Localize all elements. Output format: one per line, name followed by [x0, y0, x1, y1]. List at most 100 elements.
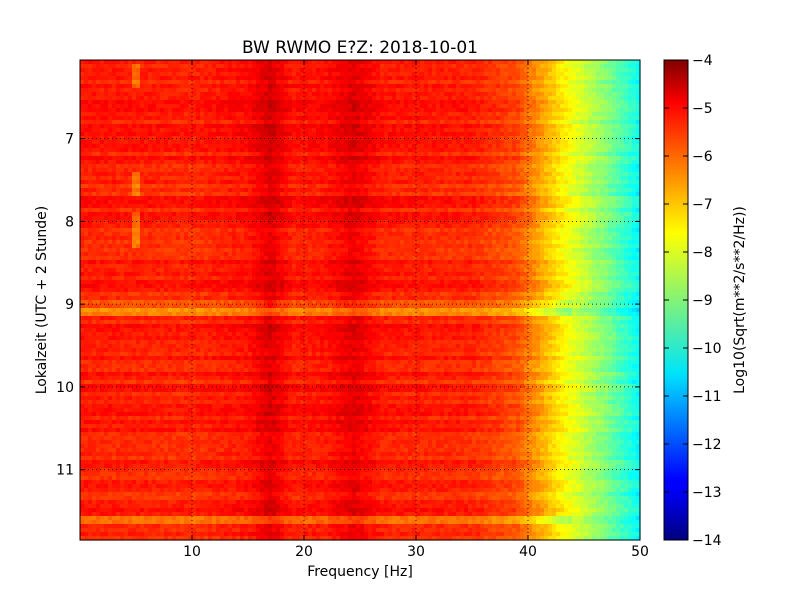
heatmap-cell — [272, 112, 277, 117]
heatmap-cell — [180, 160, 185, 165]
heatmap-cell — [212, 148, 217, 153]
heatmap-cell — [288, 88, 293, 93]
heatmap-cell — [228, 60, 233, 65]
heatmap-cell — [316, 112, 321, 117]
heatmap-cell — [504, 160, 509, 165]
heatmap-cell — [504, 188, 509, 193]
heatmap-cell — [356, 76, 361, 81]
heatmap-cell — [508, 108, 513, 113]
heatmap-cell — [128, 88, 133, 93]
heatmap-cell — [616, 68, 621, 73]
heatmap-cell — [92, 132, 97, 137]
heatmap-cell — [168, 128, 173, 133]
heatmap-cell — [248, 196, 253, 201]
heatmap-cell — [320, 60, 325, 65]
heatmap-cell — [252, 64, 257, 69]
heatmap-cell — [268, 140, 273, 145]
heatmap-cell — [252, 192, 257, 197]
heatmap-cell — [572, 128, 577, 133]
heatmap-cell — [416, 104, 421, 109]
heatmap-cell — [512, 176, 517, 181]
heatmap-cell — [124, 112, 129, 117]
heatmap-cell — [240, 160, 245, 165]
heatmap-cell — [328, 60, 333, 65]
heatmap-cell — [364, 84, 369, 89]
heatmap-cell — [256, 140, 261, 145]
heatmap-cell — [252, 164, 257, 169]
heatmap-cell — [308, 192, 313, 197]
heatmap-cell — [400, 176, 405, 181]
heatmap-cell — [448, 124, 453, 129]
heatmap-cell — [152, 112, 157, 117]
heatmap-cell — [304, 60, 309, 65]
heatmap-cell — [620, 132, 625, 137]
heatmap-cell — [632, 168, 637, 173]
heatmap-cell — [608, 80, 613, 85]
heatmap-cell — [176, 112, 181, 117]
heatmap-cell — [400, 168, 405, 173]
heatmap-cell — [272, 192, 277, 197]
heatmap-cell — [364, 168, 369, 173]
heatmap-cell — [516, 152, 521, 157]
heatmap-cell — [280, 124, 285, 129]
heatmap-cell — [604, 192, 609, 197]
heatmap-cell — [120, 184, 125, 189]
heatmap-cell — [196, 108, 201, 113]
heatmap-cell — [560, 152, 565, 157]
heatmap-cell — [440, 80, 445, 85]
heatmap-cell — [372, 72, 377, 77]
heatmap-cell — [208, 200, 213, 205]
heatmap-cell — [520, 112, 525, 117]
heatmap-cell — [128, 140, 133, 145]
heatmap-cell — [456, 180, 461, 185]
heatmap-cell — [404, 148, 409, 153]
heatmap-cell — [352, 84, 357, 89]
heatmap-cell — [152, 200, 157, 205]
heatmap-cell — [512, 60, 517, 65]
heatmap-cell — [396, 80, 401, 85]
heatmap-cell — [96, 120, 101, 125]
heatmap-cell — [164, 176, 169, 181]
heatmap-cell — [116, 68, 121, 73]
heatmap-cell — [600, 164, 605, 169]
heatmap-cell — [580, 160, 585, 165]
heatmap-cell — [504, 88, 509, 93]
heatmap-cell — [472, 156, 477, 161]
heatmap-cell — [612, 64, 617, 69]
heatmap-cell — [540, 148, 545, 153]
heatmap-cell — [260, 68, 265, 73]
heatmap-cell — [304, 120, 309, 125]
heatmap-cell — [392, 140, 397, 145]
heatmap-cell — [96, 92, 101, 97]
heatmap-cell — [236, 172, 241, 177]
heatmap-cell — [84, 188, 89, 193]
heatmap-cell — [428, 168, 433, 173]
heatmap-cell — [204, 196, 209, 201]
heatmap-cell — [272, 120, 277, 125]
chart-title: BW RWMO E?Z: 2018-10-01 — [242, 38, 478, 58]
heatmap-cell — [392, 148, 397, 153]
heatmap-cell — [628, 180, 633, 185]
heatmap-cell — [168, 184, 173, 189]
heatmap-cell — [260, 128, 265, 133]
heatmap-cell — [456, 152, 461, 157]
heatmap-cell — [564, 100, 569, 105]
heatmap-cell — [148, 100, 153, 105]
heatmap-cell — [212, 68, 217, 73]
heatmap-cell — [440, 128, 445, 133]
heatmap-cell — [144, 160, 149, 165]
heatmap-cell — [148, 152, 153, 157]
heatmap-cell — [228, 164, 233, 169]
heatmap-cell — [472, 112, 477, 117]
heatmap-cell — [528, 72, 533, 77]
heatmap-cell — [276, 164, 281, 169]
heatmap-cell — [200, 108, 205, 113]
heatmap-cell — [612, 132, 617, 137]
heatmap-cell — [192, 200, 197, 205]
heatmap-cell — [400, 152, 405, 157]
heatmap-cell — [324, 108, 329, 113]
heatmap-cell — [232, 60, 237, 65]
heatmap-cell — [404, 192, 409, 197]
heatmap-cell — [268, 200, 273, 205]
heatmap-cell — [248, 72, 253, 77]
